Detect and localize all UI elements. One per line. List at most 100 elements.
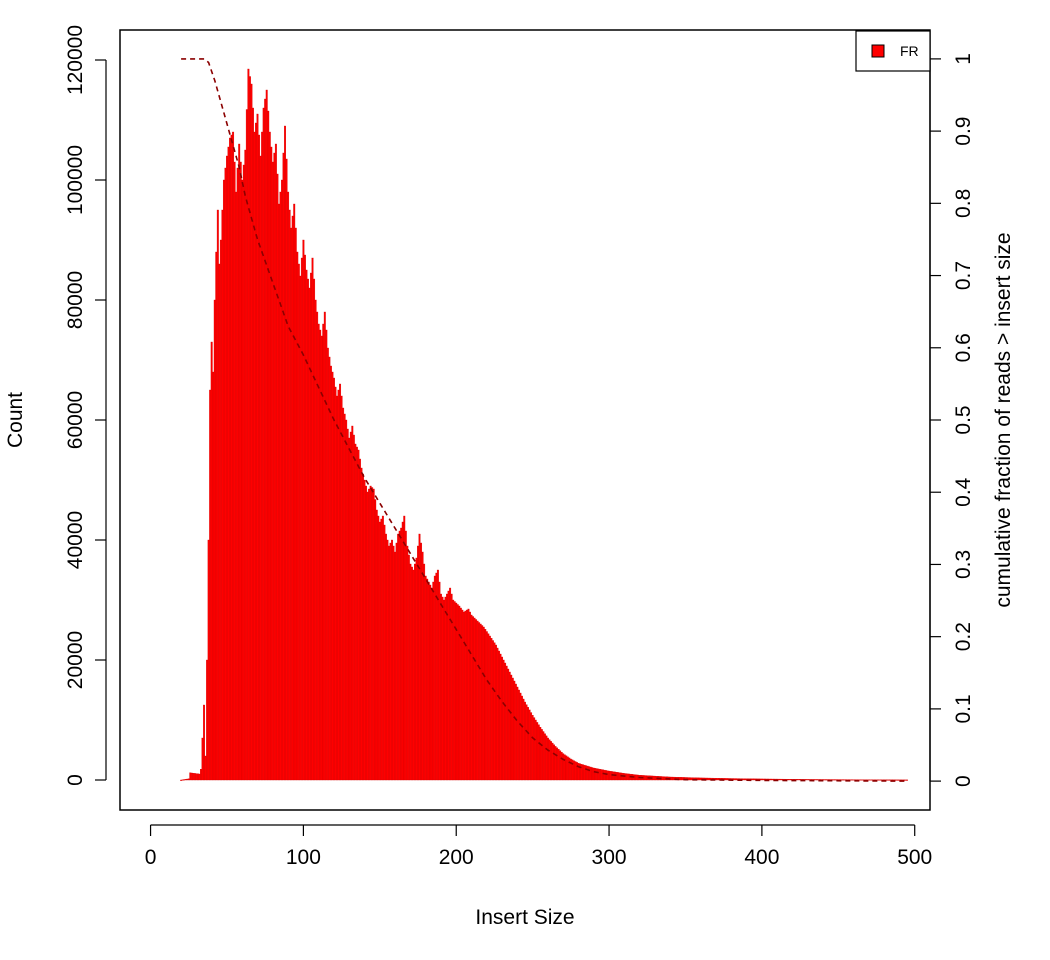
histogram-bar [362, 473, 364, 781]
histogram-bar [430, 587, 433, 781]
y-tick-label: 120000 [64, 25, 87, 95]
histogram-bar [337, 389, 340, 781]
histogram-bar [690, 777, 693, 781]
histogram-bar [479, 623, 482, 781]
histogram-bar [753, 778, 756, 781]
histogram-bar [592, 767, 595, 781]
histogram-bar [661, 776, 664, 781]
histogram-bar [501, 656, 504, 781]
histogram-bar [267, 110, 270, 781]
histogram-bar [372, 488, 375, 781]
histogram-bar [326, 347, 329, 781]
histogram-bar [218, 263, 221, 781]
histogram-bar [458, 605, 461, 781]
histogram-bar [285, 158, 288, 781]
histogram-bar [186, 778, 189, 781]
histogram-bar [527, 707, 529, 781]
histogram-bar [559, 750, 562, 781]
histogram-bar [256, 113, 259, 781]
histogram-bar [206, 659, 209, 781]
histogram-bar [742, 778, 745, 781]
histogram-bar [841, 779, 844, 781]
histogram-bar [401, 521, 404, 781]
histogram-bar [550, 741, 552, 781]
histogram-bar [189, 772, 192, 781]
histogram-bar [388, 545, 390, 781]
histogram-bar [299, 275, 302, 781]
histogram-bar [394, 551, 397, 781]
histogram-bar [583, 764, 586, 781]
histogram-bar [554, 746, 557, 781]
histogram-bar [449, 587, 452, 781]
histogram-bar [495, 644, 497, 781]
histogram-bar [311, 257, 314, 781]
histogram-bar [508, 671, 511, 781]
histogram-bar [896, 779, 899, 781]
histogram-bar [395, 542, 398, 781]
histogram-bar [598, 769, 601, 781]
histogram-bar [418, 533, 421, 781]
histogram-bar [354, 443, 357, 781]
histogram-bar [239, 161, 242, 781]
histogram-bar [485, 631, 488, 781]
x-tick-label: 500 [897, 846, 932, 869]
histogram-bar [317, 323, 320, 781]
histogram-bar [579, 763, 581, 781]
histogram-bar [222, 179, 225, 781]
histogram-bar [308, 287, 311, 781]
histogram-bar [238, 143, 241, 781]
histogram-bar [473, 617, 476, 781]
histogram-bar [340, 395, 343, 781]
histogram-bar [360, 467, 363, 781]
histogram-bar [412, 569, 415, 781]
histogram-bar [423, 563, 426, 781]
histogram-bar [201, 737, 204, 781]
y-tick-label: 80000 [64, 271, 87, 329]
histogram-bar [744, 778, 747, 781]
histogram-bar [525, 704, 528, 781]
histogram-bar [586, 765, 589, 781]
histogram-bar [400, 527, 403, 781]
histogram-bar [352, 434, 355, 781]
legend-swatch-fr [871, 44, 885, 58]
histogram-bar [325, 329, 328, 781]
histogram-bar [540, 729, 543, 781]
y2-tick-label: 0 [952, 775, 975, 787]
histogram-bar [511, 677, 514, 781]
histogram-bar [635, 774, 638, 781]
histogram-bar [328, 356, 331, 781]
histogram-bar [780, 778, 783, 781]
histogram-bar [878, 779, 881, 781]
histogram-bar [397, 533, 400, 781]
histogram-bar [210, 341, 213, 781]
histogram-bar [221, 209, 224, 781]
histogram-bar [336, 395, 338, 781]
histogram-bar [531, 715, 534, 781]
x-axis: 0 100 200 300 400 500 [145, 824, 932, 869]
histogram-bar [565, 755, 568, 781]
histogram-bar [359, 458, 361, 781]
histogram-bar [294, 227, 297, 781]
histogram-bar [681, 777, 684, 781]
histogram-bar [195, 773, 198, 781]
histogram-bar [600, 769, 603, 781]
histogram-bar [305, 269, 308, 781]
histogram-bar [861, 779, 864, 781]
histogram-bar [545, 735, 548, 781]
histogram-bar [406, 545, 409, 781]
histogram-bar [180, 779, 183, 781]
histogram-bar [284, 125, 286, 781]
histogram-bar [297, 263, 300, 781]
y-tick-label: 60000 [64, 391, 87, 449]
histogram-bar [524, 701, 526, 781]
histogram-bar [505, 665, 508, 781]
histogram-bar [507, 668, 510, 781]
histogram-bar [779, 778, 782, 781]
histogram-bar [420, 542, 423, 781]
histogram-bar [834, 779, 837, 781]
histogram-bar [877, 779, 879, 781]
histogram-bar [568, 757, 571, 781]
histogram-bar [557, 749, 560, 781]
histogram-bar [259, 155, 262, 781]
